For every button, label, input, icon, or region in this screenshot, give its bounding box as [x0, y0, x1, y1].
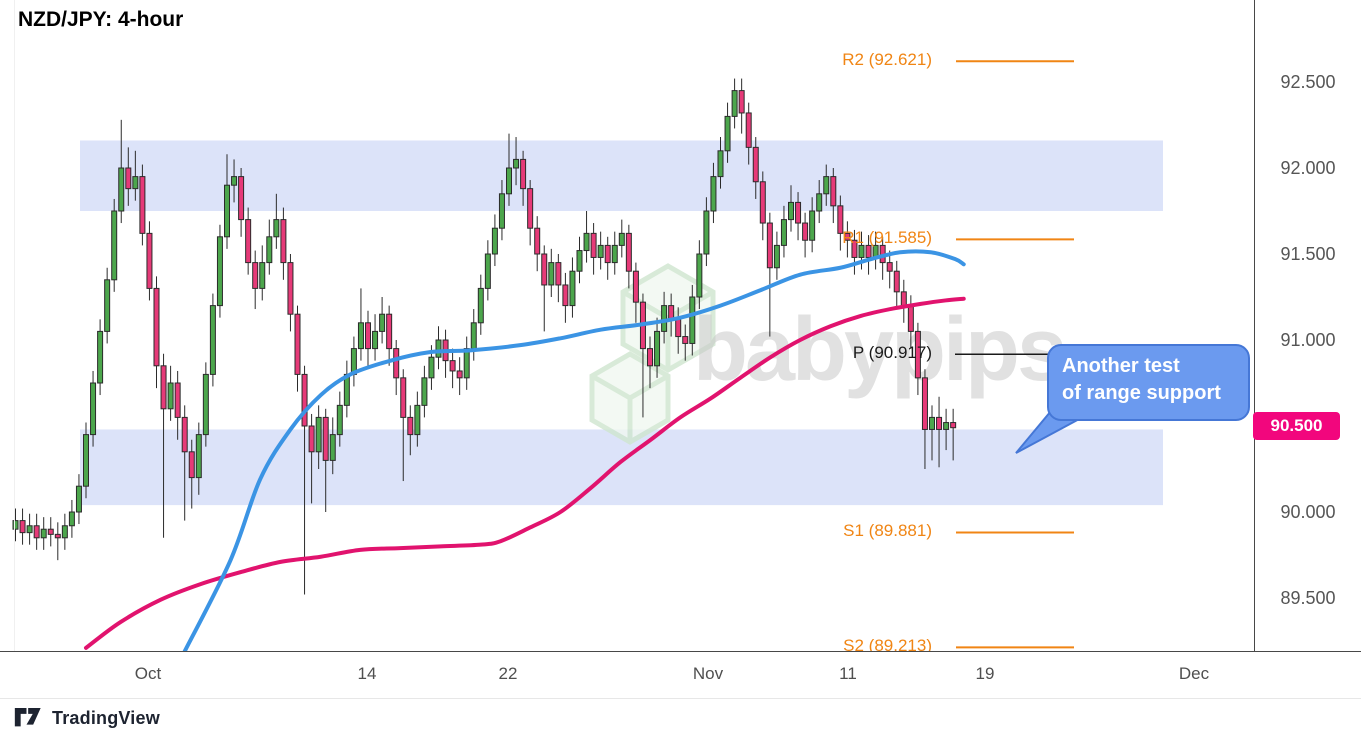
candlesticks: [12, 78, 957, 595]
tradingview-attribution[interactable]: TradingView: [14, 706, 160, 730]
pivot-label-r1: R1 (91.585): [842, 228, 932, 248]
price-tick: 92.000: [1280, 158, 1336, 178]
time-tick: Nov: [692, 664, 724, 683]
time-tick: 14: [357, 664, 377, 683]
tradingview-logo-icon: [14, 708, 41, 727]
tradingview-wordmark: TradingView: [52, 707, 160, 728]
chart-pane[interactable]: babypips R2 (92.621) R1 (91.585) P (90.9…: [0, 0, 1361, 651]
pivot-label-p: P (90.917): [852, 343, 932, 363]
time-tick: 22: [498, 664, 518, 683]
pivot-label-r2: R2 (92.621): [842, 50, 932, 70]
price-chart-canvas[interactable]: babypips: [0, 0, 1361, 651]
price-axis[interactable]: 92.500 92.000 91.500 91.000 90.000 89.50…: [1253, 0, 1361, 651]
callout-text-line1: Another test: [1062, 355, 1180, 377]
price-axis-border: [1254, 0, 1255, 651]
price-tick: 92.500: [1280, 72, 1336, 92]
time-tick: Oct: [134, 664, 162, 683]
pane-left-border: [14, 0, 15, 651]
callout-text-line2: of range support: [1062, 382, 1221, 404]
time-tick: 19: [975, 664, 995, 683]
pivot-label-s1: S1 (89.881): [843, 521, 932, 541]
time-tick: 11: [839, 664, 857, 683]
price-tick: 89.500: [1280, 588, 1336, 608]
time-tick: Dec: [1178, 664, 1210, 683]
range-zones: [80, 140, 1163, 506]
time-axis-border: [0, 651, 1361, 652]
page-title: NZD/JPY: 4-hour: [18, 8, 184, 31]
chart-frame-border: [0, 698, 1361, 699]
pivot-label-s2: S2 (89.213): [843, 636, 932, 651]
babypips-watermark-text: babypips: [693, 300, 1064, 400]
price-tick: 91.000: [1280, 330, 1336, 350]
last-price-badge: 90.500: [1253, 412, 1340, 440]
price-tick: 90.000: [1280, 502, 1336, 522]
callout-annotation[interactable]: Another test of range support: [1047, 344, 1250, 421]
time-axis[interactable]: Oct 14 22 Nov 11 19 Dec: [0, 652, 1361, 698]
moving-average-lines: [84, 249, 966, 651]
price-tick: 91.500: [1280, 244, 1336, 264]
